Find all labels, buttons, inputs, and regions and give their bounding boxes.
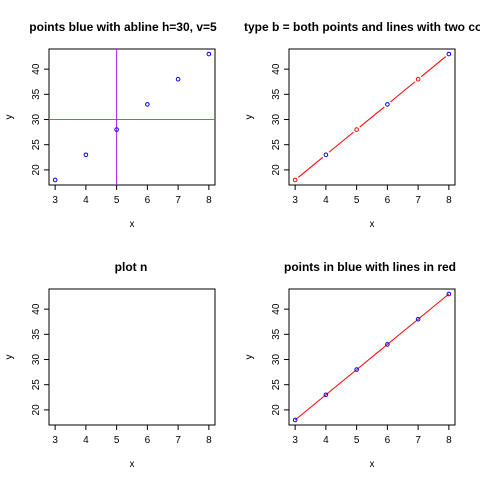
series-line-segment — [390, 81, 416, 103]
series-line-segment — [356, 344, 388, 370]
y-tick-label: 25 — [271, 379, 282, 391]
data-point — [145, 102, 150, 107]
x-tick-label: 3 — [292, 195, 298, 206]
series-line-segment — [420, 56, 447, 78]
panel-title: plot n — [115, 260, 148, 274]
panel-title: points in blue with lines in red — [284, 260, 456, 274]
x-axis-label: x — [130, 459, 135, 470]
data-point — [206, 51, 212, 57]
data-point — [354, 367, 359, 372]
y-tick-label: 25 — [271, 139, 282, 151]
data-layer — [49, 49, 215, 185]
panel-title: points blue with abline h=30, v=5 — [29, 20, 217, 34]
y-axis-label: y — [4, 355, 15, 360]
chart-panel-1: points blue with abline h=30, v=5 3 4 5 6 7 8 2… — [4, 20, 217, 230]
x-tick-label: 8 — [446, 195, 452, 206]
y-tick-label: 35 — [271, 88, 282, 100]
y-tick-label: 30 — [31, 354, 42, 366]
x-tick-label: 7 — [175, 435, 181, 446]
plot-frame — [48, 48, 216, 186]
y-tick-label: 40 — [271, 63, 282, 75]
y-tick-label: 20 — [31, 404, 42, 416]
data-point — [385, 102, 390, 107]
plot-frame — [48, 288, 216, 426]
x-tick-label: 6 — [145, 195, 151, 206]
series-line-segment — [417, 293, 450, 320]
plot-frame — [288, 48, 456, 186]
x-axis-label: x — [370, 219, 375, 230]
y-axis-label: y — [4, 115, 15, 120]
x-tick-label: 4 — [83, 195, 89, 206]
x-tick-label: 5 — [114, 195, 120, 206]
y-tick-label: 20 — [271, 404, 282, 416]
x-tick-label: 7 — [415, 435, 421, 446]
y-axis-label: y — [244, 355, 255, 360]
series-line-segment — [294, 394, 327, 421]
y-tick-label: 30 — [31, 114, 42, 126]
x-tick-label: 4 — [83, 435, 89, 446]
x-tick-label: 5 — [354, 195, 360, 206]
y-tick-label: 30 — [271, 114, 282, 126]
x-tick-label: 5 — [114, 435, 120, 446]
data-point — [446, 291, 452, 297]
x-tick-label: 3 — [52, 195, 58, 206]
x-tick-label: 8 — [206, 195, 212, 206]
y-axis-label: y — [244, 115, 255, 120]
series-line-segment — [297, 156, 324, 178]
x-tick-label: 6 — [385, 195, 391, 206]
data-point — [385, 342, 390, 347]
x-tick-label: 6 — [145, 435, 151, 446]
chart-panel-2: type b = both points and lines with two … — [244, 20, 480, 230]
y-tick-label: 35 — [31, 88, 42, 100]
x-tick-label: 6 — [385, 435, 391, 446]
y-tick-label: 35 — [271, 328, 282, 340]
series-line-segment — [387, 318, 419, 345]
data-point — [446, 51, 452, 57]
data-point — [83, 152, 89, 158]
x-tick-label: 7 — [175, 195, 181, 206]
y-tick-label: 20 — [31, 164, 42, 176]
x-tick-label: 5 — [354, 435, 360, 446]
panel-title: type b = both points and lines with two … — [244, 20, 480, 34]
data-point — [114, 127, 119, 132]
data-point — [292, 417, 298, 423]
chart-panel-4: points in blue with lines in red 3 4 5 6 7 8 20… — [244, 260, 456, 470]
y-tick-label: 40 — [31, 63, 42, 75]
series-line-segment — [359, 106, 385, 128]
data-point — [323, 392, 329, 398]
y-tick-label: 25 — [31, 379, 42, 391]
x-tick-label: 8 — [206, 435, 212, 446]
y-tick-label: 40 — [271, 303, 282, 315]
data-point — [354, 127, 359, 132]
x-tick-label: 7 — [415, 195, 421, 206]
y-tick-label: 25 — [31, 139, 42, 151]
data-layer — [292, 291, 452, 423]
series-line-segment — [325, 369, 357, 396]
series-line-segment — [328, 131, 354, 153]
data-point — [415, 316, 421, 322]
data-point — [415, 76, 421, 82]
y-tick-label: 30 — [271, 354, 282, 366]
y-tick-label: 20 — [271, 164, 282, 176]
data-layer — [292, 51, 452, 183]
x-tick-label: 4 — [323, 195, 329, 206]
y-tick-label: 40 — [31, 303, 42, 315]
x-tick-label: 3 — [52, 435, 58, 446]
x-tick-label: 8 — [446, 435, 452, 446]
data-point — [52, 177, 58, 183]
plot-frame — [288, 288, 456, 426]
data-point — [323, 152, 329, 158]
y-tick-label: 35 — [31, 328, 42, 340]
x-axis-label: x — [370, 459, 375, 470]
x-tick-label: 3 — [292, 435, 298, 446]
data-point — [175, 76, 181, 82]
x-tick-label: 4 — [323, 435, 329, 446]
data-point — [292, 177, 298, 183]
chart-panel-3: plot n 3 4 5 6 7 8 20 25 30 35 40 x y — [4, 260, 216, 470]
x-axis-label: x — [130, 219, 135, 230]
